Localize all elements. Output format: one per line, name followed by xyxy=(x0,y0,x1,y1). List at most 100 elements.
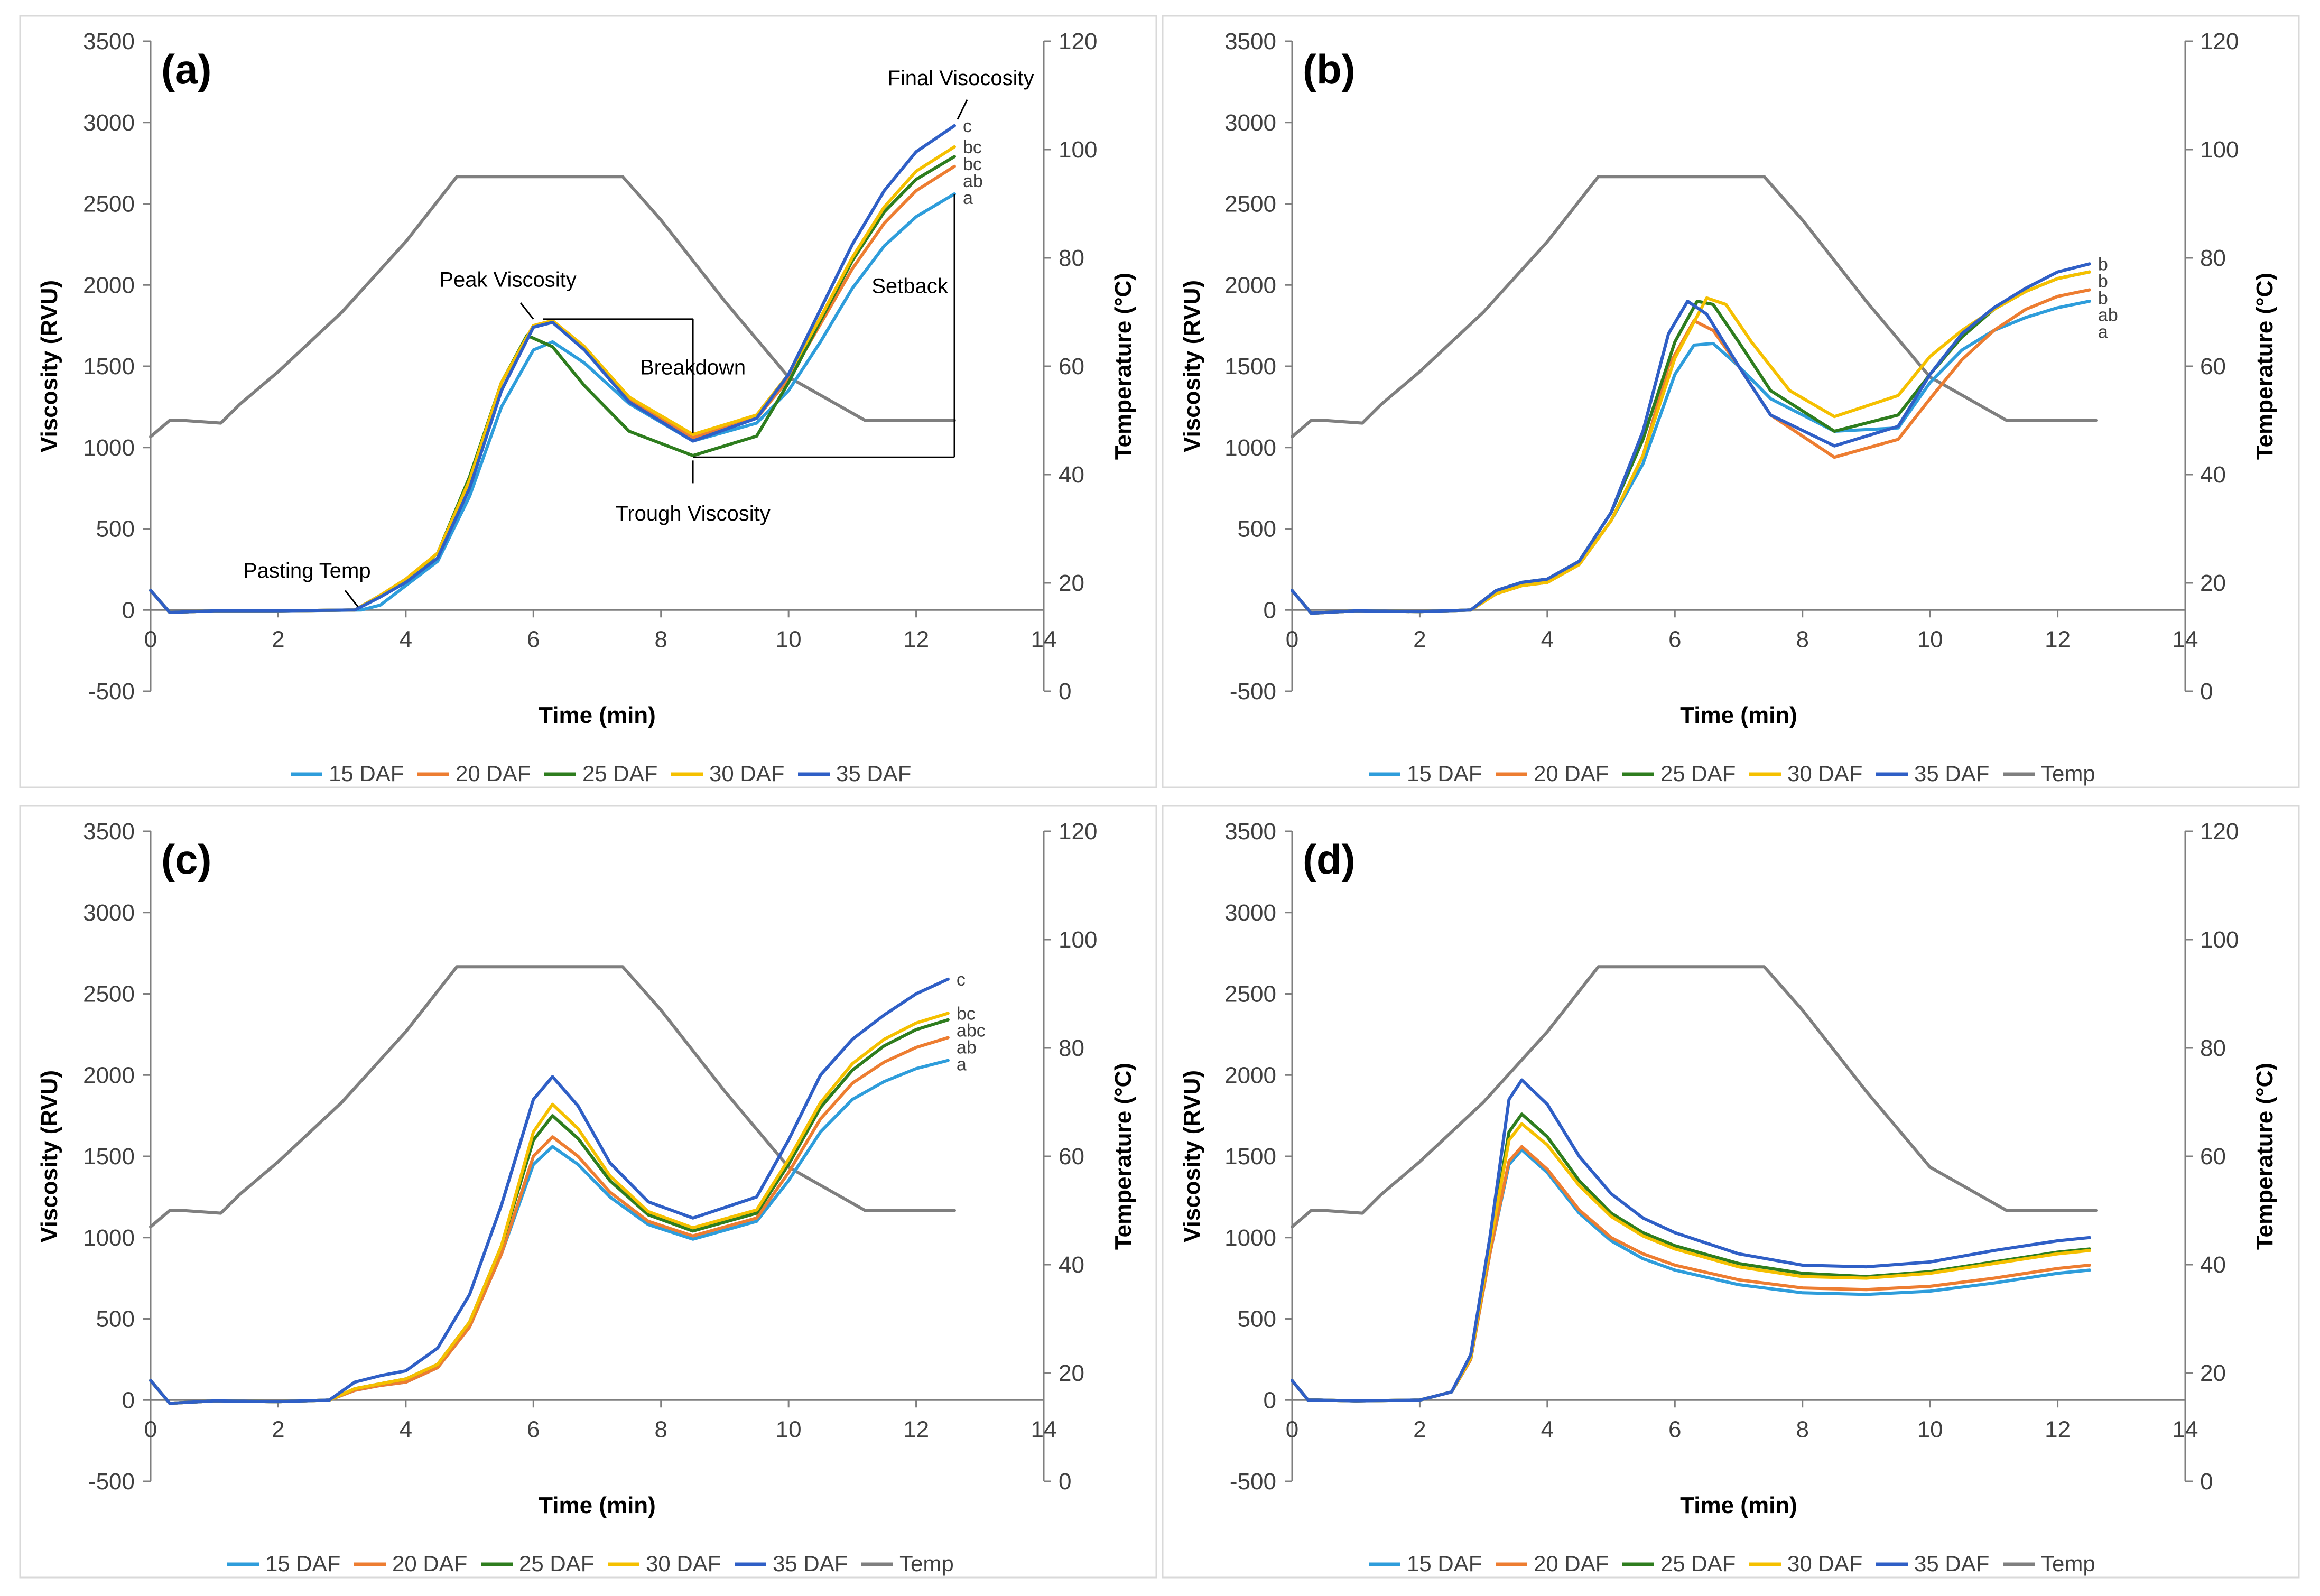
y2-tick-label: 40 xyxy=(1059,462,1084,488)
y-tick-label: 0 xyxy=(122,1387,135,1413)
x-tick-label: 0 xyxy=(1286,626,1298,652)
series-35-daf xyxy=(1291,262,2091,615)
y2-tick-label: 60 xyxy=(1059,354,1084,379)
legend-item-25-daf: 25 DAF xyxy=(544,761,657,786)
y2-tick-label: 20 xyxy=(2200,1360,2226,1386)
y-tick-label: 3000 xyxy=(83,110,135,136)
significance-letter: bc xyxy=(957,1004,976,1024)
y-tick-label: 500 xyxy=(1238,516,1276,542)
y2-tick-label: 20 xyxy=(1059,1360,1084,1386)
legend-item-30-daf: 30 DAF xyxy=(671,761,784,786)
legend-item-15-daf: 15 DAF xyxy=(1369,1551,1482,1576)
x-tick-label: 4 xyxy=(1541,1416,1554,1442)
x-tick-label: 10 xyxy=(1917,626,1943,652)
series-temp xyxy=(1291,965,2098,1229)
y2-axis-label: Temperature (°C) xyxy=(1110,273,1136,460)
x-tick-label: 8 xyxy=(1796,626,1808,652)
legend-item-20-daf: 20 DAF xyxy=(1496,1551,1609,1576)
y2-tick-label: 40 xyxy=(1059,1252,1084,1278)
significance-letter: c xyxy=(963,116,972,136)
panel-label: (a) xyxy=(161,46,211,92)
legend-item-35-daf: 35 DAF xyxy=(798,761,911,786)
significance-letter: bc xyxy=(963,137,982,157)
x-axis-label: Time (min) xyxy=(539,1492,656,1518)
significance-letter: abc xyxy=(957,1020,986,1041)
chart-panel-a: -500050010001500200025003000350002040608… xyxy=(19,15,1157,788)
series-35-daf xyxy=(149,977,950,1405)
panel-frame xyxy=(1162,805,2300,1579)
significance-letter: ab xyxy=(957,1037,977,1057)
annotation-peak-viscosity: Peak Viscosity xyxy=(439,268,576,291)
x-tick-label: 10 xyxy=(1917,1416,1943,1442)
panel-frame xyxy=(19,15,1157,788)
legend-item-25-daf: 25 DAF xyxy=(1622,1551,1736,1576)
y-tick-label: 3000 xyxy=(1224,110,1276,136)
significance-letter: bc xyxy=(963,154,982,174)
y-tick-label: 0 xyxy=(1264,597,1276,623)
y-tick-label: 2500 xyxy=(83,981,135,1007)
annotation-arrow xyxy=(344,590,359,608)
series-temp xyxy=(149,965,956,1229)
series-35-daf xyxy=(149,124,956,614)
y-tick-label: 2500 xyxy=(1224,191,1276,217)
y2-tick-label: 120 xyxy=(2200,29,2239,54)
panel-frame xyxy=(19,805,1157,1579)
legend-label: Temp xyxy=(2041,1551,2095,1576)
significance-letter: b xyxy=(2098,288,2108,308)
annotation-trough-viscosity: Trough Viscosity xyxy=(615,502,770,525)
x-tick-label: 12 xyxy=(2045,1416,2071,1442)
x-tick-label: 2 xyxy=(272,1416,284,1442)
panel-label: (b) xyxy=(1303,46,1356,92)
y-axis-label: Viscosity (RVU) xyxy=(36,1070,62,1242)
y2-tick-label: 40 xyxy=(2200,1252,2226,1278)
y-tick-label: 3500 xyxy=(83,819,135,845)
legend-item-temp: Temp xyxy=(2003,1551,2095,1576)
legend-label: 25 DAF xyxy=(1660,761,1736,786)
legend-label: Temp xyxy=(899,1551,954,1576)
annotation-arrow xyxy=(957,99,968,120)
x-tick-label: 6 xyxy=(527,626,540,652)
y-tick-label: 1500 xyxy=(1224,354,1276,379)
legend-item-30-daf: 30 DAF xyxy=(608,1551,721,1576)
x-tick-label: 14 xyxy=(1031,1416,1057,1442)
y2-tick-label: 100 xyxy=(1059,927,1097,953)
chart-panel-d: -500050010001500200025003000350002040608… xyxy=(1162,805,2300,1579)
y-axis-label: Viscosity (RVU) xyxy=(1179,280,1205,452)
series-temp xyxy=(149,175,956,439)
x-axis-label: Time (min) xyxy=(1680,1492,1797,1518)
legend-label: 15 DAF xyxy=(1407,761,1482,786)
y-tick-label: 1000 xyxy=(83,1225,135,1251)
y2-tick-label: 0 xyxy=(1059,679,1071,704)
x-tick-label: 4 xyxy=(400,1416,412,1442)
y-axis-label: Viscosity (RVU) xyxy=(36,280,62,452)
y2-tick-label: 120 xyxy=(1059,29,1097,54)
y-tick-label: -500 xyxy=(1230,679,1276,704)
y2-tick-label: 120 xyxy=(1059,819,1097,845)
significance-letter: b xyxy=(2098,254,2108,274)
legend-label: 35 DAF xyxy=(1914,761,1989,786)
y-tick-label: -500 xyxy=(88,679,135,704)
y-tick-label: 500 xyxy=(1238,1306,1276,1332)
legend-label: 30 DAF xyxy=(1787,761,1862,786)
y2-tick-label: 0 xyxy=(1059,1469,1071,1495)
legend-item-35-daf: 35 DAF xyxy=(735,1551,848,1576)
significance-letter: a xyxy=(2098,322,2108,342)
x-tick-label: 10 xyxy=(776,1416,802,1442)
y2-tick-label: 0 xyxy=(2200,679,2213,704)
legend-item-15-daf: 15 DAF xyxy=(227,1551,340,1576)
legend-label: 30 DAF xyxy=(709,761,784,786)
significance-letter: b xyxy=(2098,271,2108,291)
y-tick-label: 1500 xyxy=(83,354,135,379)
x-tick-label: 6 xyxy=(1668,1416,1681,1442)
x-tick-label: 4 xyxy=(400,626,412,652)
y-tick-label: 1000 xyxy=(1224,1225,1276,1251)
y2-tick-label: 20 xyxy=(1059,570,1084,596)
legend-label: 25 DAF xyxy=(519,1551,594,1576)
y-tick-label: 3500 xyxy=(1224,29,1276,54)
y-tick-label: 2000 xyxy=(83,272,135,298)
legend-label: 15 DAF xyxy=(1407,1551,1482,1576)
y-tick-label: 0 xyxy=(122,597,135,623)
y2-tick-label: 60 xyxy=(1059,1144,1084,1170)
x-tick-label: 8 xyxy=(654,626,667,652)
